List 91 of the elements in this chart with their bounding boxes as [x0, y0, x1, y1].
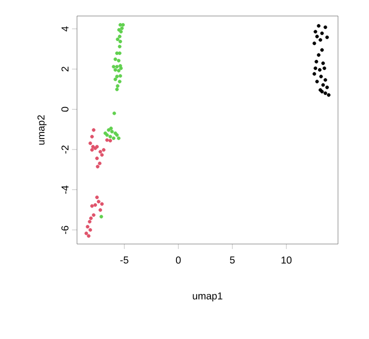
- x-tick-label: 5: [230, 256, 235, 264]
- y-tick-label: -6: [61, 226, 68, 234]
- point: [109, 126, 113, 130]
- point: [325, 36, 329, 40]
- point: [322, 66, 326, 70]
- point: [100, 153, 104, 157]
- point: [116, 136, 120, 140]
- x-axis-title: umap1: [192, 292, 222, 302]
- point: [93, 203, 98, 207]
- point: [324, 91, 328, 96]
- point: [114, 68, 118, 72]
- point: [325, 86, 329, 90]
- point: [96, 164, 100, 168]
- point: [98, 208, 102, 212]
- point: [115, 64, 119, 68]
- point: [95, 156, 99, 160]
- point: [90, 204, 94, 208]
- point: [118, 80, 122, 84]
- point: [118, 34, 122, 38]
- point: [108, 134, 112, 138]
- point: [118, 64, 122, 68]
- point: [108, 138, 112, 142]
- point: [316, 24, 320, 28]
- y-tick-label: 2: [61, 66, 68, 72]
- y-tick-label: 0: [61, 106, 68, 112]
- point: [115, 51, 119, 55]
- point: [88, 228, 92, 232]
- point: [320, 48, 324, 52]
- point: [102, 148, 106, 152]
- point: [88, 141, 92, 146]
- point: [119, 66, 123, 70]
- point: [116, 58, 120, 62]
- point: [114, 78, 118, 82]
- point: [90, 134, 94, 138]
- point: [318, 38, 322, 42]
- point: [121, 23, 125, 27]
- point: [324, 78, 328, 82]
- point: [321, 83, 325, 87]
- point: [114, 57, 118, 62]
- x-tick-label: 0: [176, 256, 181, 264]
- point: [318, 68, 322, 72]
- point: [314, 30, 318, 34]
- point: [314, 60, 318, 64]
- point: [100, 202, 104, 206]
- point: [120, 26, 124, 30]
- point: [324, 25, 328, 30]
- point: [100, 214, 104, 218]
- y-tick-label: 4: [62, 26, 68, 32]
- point: [326, 93, 331, 97]
- point: [118, 74, 122, 78]
- y-axis-title: umap2: [37, 115, 47, 145]
- point: [118, 44, 122, 48]
- point: [116, 68, 120, 72]
- point: [105, 138, 109, 142]
- point: [84, 232, 88, 236]
- point: [312, 42, 316, 46]
- point: [314, 66, 318, 70]
- point: [96, 200, 100, 204]
- point: [319, 74, 323, 78]
- x-tick-label: -5: [120, 256, 128, 264]
- point: [89, 216, 93, 220]
- point: [316, 53, 320, 57]
- point: [112, 136, 116, 140]
- point: [116, 38, 120, 42]
- point: [110, 130, 114, 134]
- point: [92, 128, 96, 132]
- point: [112, 112, 116, 116]
- point: [116, 84, 120, 88]
- point: [315, 80, 319, 84]
- point: [88, 220, 92, 224]
- point: [118, 51, 122, 55]
- point: [118, 40, 122, 44]
- point: [118, 23, 122, 27]
- y-tick-label: -2: [61, 146, 68, 154]
- point: [86, 224, 90, 229]
- point: [115, 74, 119, 78]
- point: [98, 150, 102, 154]
- point: [86, 234, 90, 238]
- point: [320, 31, 324, 36]
- point: [90, 148, 94, 152]
- point: [119, 30, 123, 34]
- point: [115, 88, 119, 92]
- x-tick-label: 10: [282, 256, 292, 264]
- point: [92, 213, 96, 217]
- point: [321, 61, 325, 66]
- y-tick-label: -4: [62, 186, 68, 194]
- point: [95, 196, 99, 200]
- point: [315, 34, 319, 38]
- point: [312, 72, 316, 76]
- point: [98, 162, 102, 166]
- point: [112, 64, 116, 68]
